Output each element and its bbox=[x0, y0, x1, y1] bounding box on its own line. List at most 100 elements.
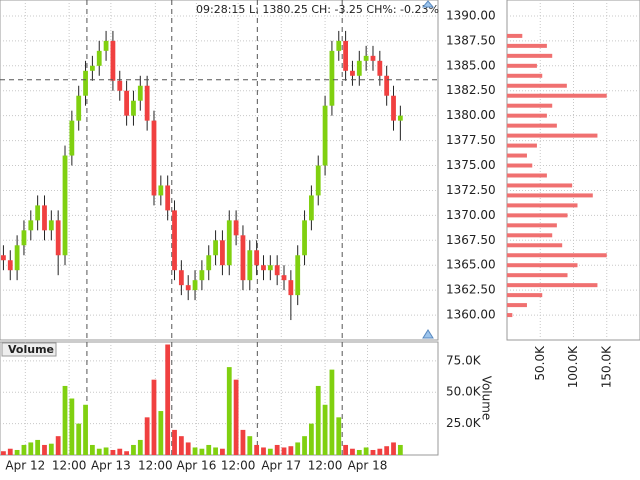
y-tick-label: 1367.50 bbox=[446, 233, 496, 247]
volume-bar bbox=[363, 447, 369, 455]
volume-bar bbox=[110, 449, 116, 455]
profile-bar bbox=[507, 163, 533, 168]
candle-body bbox=[261, 265, 266, 271]
y-tick-label: 1377.50 bbox=[446, 133, 496, 147]
profile-bar bbox=[507, 293, 543, 298]
y-tick-label: 25.0K bbox=[446, 416, 482, 430]
x-tick-label: 12:00 bbox=[52, 459, 87, 473]
x-tick-label: Apr 18 bbox=[348, 459, 388, 473]
profile-tick-label: 100.0K bbox=[566, 345, 580, 388]
candle-body bbox=[336, 40, 342, 51]
candle-body bbox=[233, 220, 239, 236]
profile-bar bbox=[507, 43, 547, 48]
profile-tick-label: 50.0K bbox=[533, 345, 547, 381]
volume-bar bbox=[302, 436, 307, 455]
volume-bar bbox=[158, 411, 164, 455]
profile-bar bbox=[507, 63, 537, 68]
candle-body bbox=[89, 65, 95, 71]
candle-body bbox=[397, 115, 403, 121]
volume-bar bbox=[213, 447, 218, 455]
x-tick-label: Apr 12 bbox=[5, 459, 45, 473]
candle-body bbox=[124, 90, 130, 116]
volume-bar bbox=[397, 444, 403, 455]
profile-bar bbox=[507, 203, 578, 208]
volume-bar bbox=[117, 448, 123, 455]
profile-bar bbox=[507, 263, 578, 268]
scroll-down-icon[interactable] bbox=[422, 329, 434, 339]
volume-bar bbox=[192, 447, 198, 455]
candle-body bbox=[42, 205, 47, 231]
profile-bar bbox=[507, 123, 557, 128]
profile-bar bbox=[507, 53, 553, 58]
candle-body bbox=[295, 255, 301, 296]
candle-body bbox=[14, 245, 20, 271]
volume-bar bbox=[384, 446, 390, 455]
x-tick-label: 12:00 bbox=[221, 459, 256, 473]
volume-bar bbox=[281, 447, 287, 455]
candle-body bbox=[178, 270, 184, 286]
candle-body bbox=[363, 55, 369, 61]
volume-bar bbox=[131, 444, 136, 455]
candle-body bbox=[329, 50, 335, 106]
profile-bar bbox=[507, 303, 527, 308]
candle-body bbox=[226, 220, 232, 266]
volume-bar bbox=[165, 344, 171, 455]
volume-bar bbox=[48, 443, 54, 455]
volume-bar bbox=[1, 451, 6, 455]
volume-bar bbox=[55, 436, 61, 455]
volume-bar bbox=[76, 423, 82, 455]
candle-body bbox=[7, 260, 13, 271]
y-tick-label: 1382.50 bbox=[446, 83, 496, 97]
candle-body bbox=[315, 165, 321, 196]
volume-bar bbox=[315, 385, 321, 455]
volume-bar bbox=[69, 398, 75, 455]
candle-body bbox=[281, 275, 287, 281]
candle-body bbox=[144, 85, 150, 121]
volume-bar bbox=[172, 429, 177, 455]
y-tick-label: 1375.00 bbox=[446, 158, 496, 172]
volume-bar bbox=[295, 442, 301, 455]
profile-bar bbox=[507, 273, 568, 278]
profile-bar bbox=[507, 173, 547, 178]
volume-bar bbox=[199, 448, 205, 455]
x-tick-label: Apr 13 bbox=[91, 459, 131, 473]
candle-body bbox=[220, 240, 225, 266]
layer bbox=[0, 0, 640, 455]
candle-body bbox=[131, 100, 136, 116]
volume-bar bbox=[240, 429, 246, 455]
profile-bar bbox=[507, 313, 513, 318]
candle-body bbox=[137, 85, 143, 101]
y-tick-label: 1380.00 bbox=[446, 108, 496, 122]
volume-bar bbox=[350, 448, 355, 455]
profile-bar bbox=[507, 183, 573, 188]
candle-body bbox=[165, 185, 171, 211]
y-tick-label: 1362.50 bbox=[446, 283, 496, 297]
volume-bar bbox=[178, 436, 184, 455]
profile-bar bbox=[507, 243, 563, 248]
scroll-up-icon[interactable] bbox=[421, 0, 435, 8]
volume-bar bbox=[83, 404, 88, 455]
y-tick-label: 1390.00 bbox=[446, 8, 496, 22]
volume-bar bbox=[21, 444, 27, 455]
candle-body bbox=[199, 270, 205, 281]
y-tick-label: 1370.00 bbox=[446, 208, 496, 222]
volume-bar bbox=[247, 436, 253, 455]
volume-bar bbox=[89, 444, 95, 455]
profile-bar bbox=[507, 223, 557, 228]
candle-body bbox=[185, 285, 191, 291]
y-tick-label: 1365.00 bbox=[446, 258, 496, 272]
candle-body bbox=[322, 105, 328, 166]
volume-bar bbox=[185, 442, 191, 455]
candle-body bbox=[240, 235, 246, 281]
profile-bar bbox=[507, 233, 553, 238]
volume-bar bbox=[308, 423, 314, 455]
profile-bar bbox=[507, 93, 607, 98]
profile-bar bbox=[507, 103, 553, 108]
candle-body bbox=[96, 50, 102, 66]
profile-bar bbox=[507, 143, 537, 148]
candle-body bbox=[55, 220, 61, 256]
x-tick-label: 12:00 bbox=[138, 459, 173, 473]
candle-body bbox=[21, 230, 27, 246]
y-tick-label: 1385.00 bbox=[446, 58, 496, 72]
